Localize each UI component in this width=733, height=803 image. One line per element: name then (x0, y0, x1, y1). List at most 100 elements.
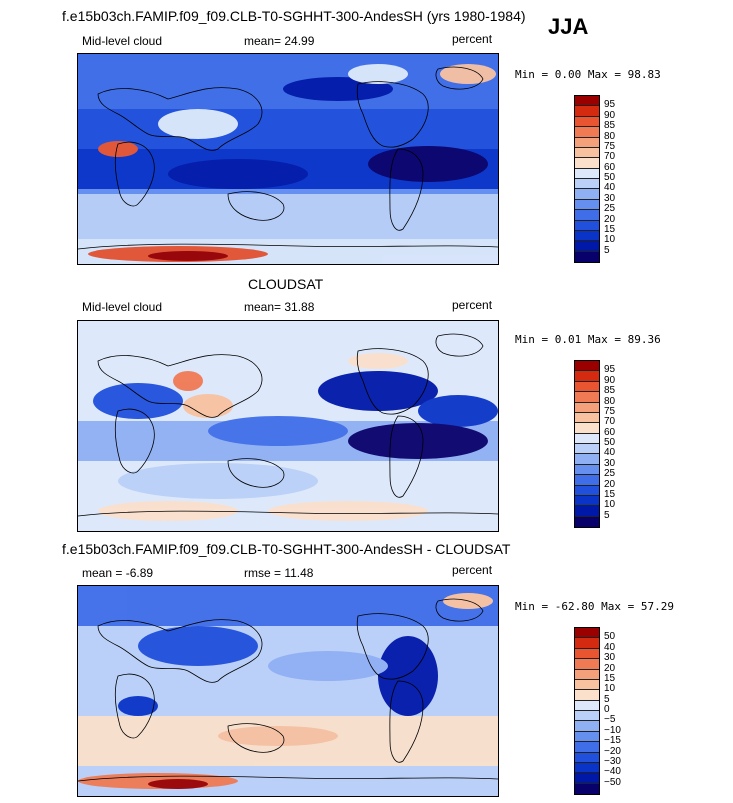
colorbar-label: 10 (604, 499, 616, 511)
colorbar-label: 20 (604, 662, 616, 674)
colorbar-label: 15 (604, 488, 616, 500)
colorbar-swatch (575, 711, 599, 722)
colorbar-label: 50 (604, 631, 616, 643)
colorbar-swatch (575, 251, 599, 262)
colorbar-swatch (575, 168, 599, 179)
colorbar-swatch (575, 361, 599, 372)
colorbar-label: −15 (604, 735, 621, 747)
colorbar-swatch (575, 371, 599, 382)
obs-minmax-label: Min = 0.01 Max = 89.36 (515, 333, 661, 346)
obs-panel-title: CLOUDSAT (248, 276, 324, 292)
obs-map (77, 320, 499, 532)
colorbar-label: 80 (604, 130, 616, 142)
colorbar-label: 30 (604, 192, 616, 204)
diff-minmax-label: Min = -62.80 Max = 57.29 (515, 600, 674, 613)
colorbar-swatch (575, 127, 599, 138)
colorbar-label: −50 (604, 776, 621, 788)
colorbar-label: 20 (604, 213, 616, 225)
colorbar-swatch (575, 783, 599, 794)
colorbar-swatch (575, 669, 599, 680)
colorbar-swatch (575, 392, 599, 403)
colorbar-swatch (575, 690, 599, 701)
diff-panel-title: f.e15b03ch.FAMIP.f09_f09.CLB-T0-SGHHT-30… (62, 541, 511, 557)
colorbar-swatch (575, 742, 599, 753)
colorbar-swatch (575, 731, 599, 743)
colorbar-label: −10 (604, 724, 621, 736)
colorbar-swatch (575, 659, 599, 670)
colorbar-swatch (575, 648, 599, 660)
model-map (77, 53, 499, 265)
colorbar-label: 25 (604, 203, 616, 215)
colorbar-swatch (575, 773, 599, 784)
colorbar-swatch (575, 381, 599, 393)
colorbar-label: 0 (604, 704, 610, 715)
colorbar-label: 90 (604, 374, 616, 386)
colorbar-swatch (575, 189, 599, 200)
colorbar-label: 30 (604, 652, 616, 664)
diff-map (77, 585, 499, 797)
colorbar-label: 40 (604, 182, 616, 194)
obs-map-canvas (78, 321, 498, 531)
diff-colorbar (574, 627, 600, 795)
model-minmax-label: Min = 0.00 Max = 98.83 (515, 68, 661, 81)
colorbar-swatch (575, 762, 599, 774)
colorbar-label: 5 (604, 244, 610, 256)
colorbar-swatch (575, 230, 599, 242)
colorbar-swatch (575, 475, 599, 486)
colorbar-swatch (575, 454, 599, 465)
colorbar-label: 15 (604, 672, 616, 684)
colorbar-swatch (575, 495, 599, 507)
colorbar-swatch (575, 485, 599, 496)
obs-colorbar (574, 360, 600, 528)
colorbar-swatch (575, 402, 599, 413)
model-map-canvas (78, 54, 498, 264)
model-colorbar (574, 95, 600, 263)
model-center-label: mean= 24.99 (244, 34, 315, 48)
colorbar-label: 40 (604, 447, 616, 459)
colorbar-label: 10 (604, 234, 616, 246)
colorbar-label: 85 (604, 120, 616, 132)
colorbar-swatch (575, 638, 599, 649)
colorbar-swatch (575, 106, 599, 117)
colorbar-swatch (575, 116, 599, 128)
colorbar-label: 5 (604, 693, 610, 705)
colorbar-swatch (575, 700, 599, 711)
season-label: JJA (548, 14, 589, 39)
colorbar-label: 60 (604, 161, 616, 173)
colorbar-swatch (575, 752, 599, 763)
colorbar-swatch (575, 423, 599, 434)
colorbar-label: 60 (604, 426, 616, 438)
colorbar-label: 70 (604, 416, 616, 428)
colorbar-swatch (575, 444, 599, 455)
colorbar-swatch (575, 220, 599, 231)
colorbar-swatch (575, 158, 599, 169)
colorbar-label: 95 (604, 99, 616, 111)
colorbar-label: −40 (604, 766, 621, 778)
diff-map-canvas (78, 586, 498, 796)
colorbar-label: 90 (604, 109, 616, 121)
obs-left-label: Mid-level cloud (82, 300, 163, 314)
colorbar-label: 95 (604, 364, 616, 376)
colorbar-label: 75 (604, 140, 616, 152)
colorbar-label: 85 (604, 385, 616, 397)
colorbar-swatch (575, 433, 599, 444)
colorbar-swatch (575, 516, 599, 527)
colorbar-swatch (575, 721, 599, 732)
colorbar-label: 20 (604, 478, 616, 490)
colorbar-swatch (575, 464, 599, 476)
colorbar-swatch (575, 628, 599, 639)
colorbar-label: 25 (604, 468, 616, 480)
obs-units-label: percent (452, 298, 493, 312)
diff-center-label: rmse = 11.48 (244, 566, 314, 580)
colorbar-swatch (575, 412, 599, 424)
model-units-label: percent (452, 32, 493, 46)
colorbar-label: 15 (604, 223, 616, 235)
diff-left-label: mean = -6.89 (82, 566, 154, 580)
colorbar-label: 50 (604, 437, 616, 448)
colorbar-label: −30 (604, 755, 621, 767)
colorbar-swatch (575, 96, 599, 107)
model-left-label: Mid-level cloud (82, 34, 163, 48)
colorbar-label: 30 (604, 457, 616, 469)
colorbar-label: 80 (604, 395, 616, 407)
colorbar-label: 40 (604, 641, 616, 653)
